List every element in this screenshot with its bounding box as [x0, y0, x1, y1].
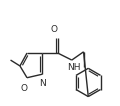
Text: O: O: [50, 25, 57, 34]
Text: O: O: [21, 84, 28, 93]
Text: NH: NH: [67, 63, 80, 72]
Text: N: N: [40, 79, 46, 88]
